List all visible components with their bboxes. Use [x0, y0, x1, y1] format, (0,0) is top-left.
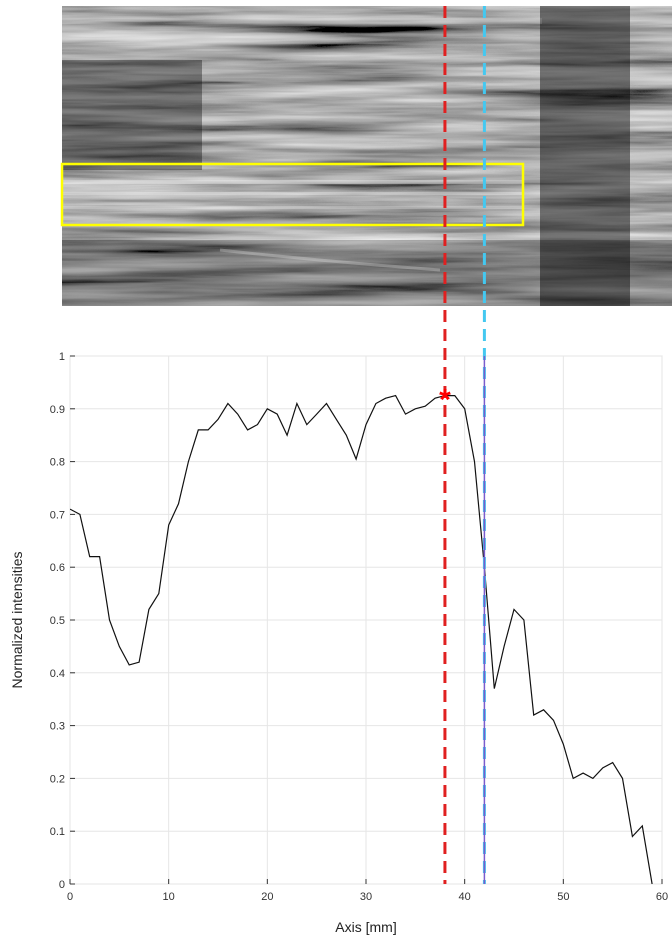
intensity-profile-line: [70, 394, 653, 884]
x-tick-label: 10: [163, 891, 175, 903]
vertical-lines: [443, 6, 486, 884]
x-tick-label: 50: [557, 891, 569, 903]
ultrasound-image: [62, 6, 672, 306]
x-tick-label: 40: [459, 891, 471, 903]
x-axis-ticks: 0 10 20 30 40 50 60: [67, 879, 668, 903]
x-tick-label: 30: [360, 891, 372, 903]
roi-box: [60, 162, 525, 227]
x-tick-label: 20: [261, 891, 273, 903]
y-tick-label: 0.6: [50, 562, 65, 574]
y-tick-label: 0.1: [50, 826, 65, 838]
y-tick-label: 0.8: [50, 457, 65, 469]
x-tick-label: 60: [656, 891, 668, 903]
y-axis-label: Normalized intensities: [9, 552, 25, 689]
y-tick-label: 1: [59, 351, 65, 363]
x-tick-label: 0: [67, 891, 73, 903]
y-tick-label: 0.4: [50, 668, 65, 680]
y-tick-label: 0.5: [50, 615, 65, 627]
peak-marker: *: [439, 384, 451, 417]
y-tick-label: 0.7: [50, 509, 65, 521]
y-axis-ticks: 0 0.1 0.2 0.3 0.4 0.5 0.6 0.7 0.8 0.9 1: [50, 351, 75, 891]
y-tick-label: 0: [59, 879, 65, 891]
y-tick-label: 0.3: [50, 721, 65, 733]
series-layer: [70, 394, 653, 884]
y-tick-label: 0.2: [50, 773, 65, 785]
x-axis-label: Axis [mm]: [335, 919, 396, 935]
y-tick-label: 0.9: [50, 404, 65, 416]
